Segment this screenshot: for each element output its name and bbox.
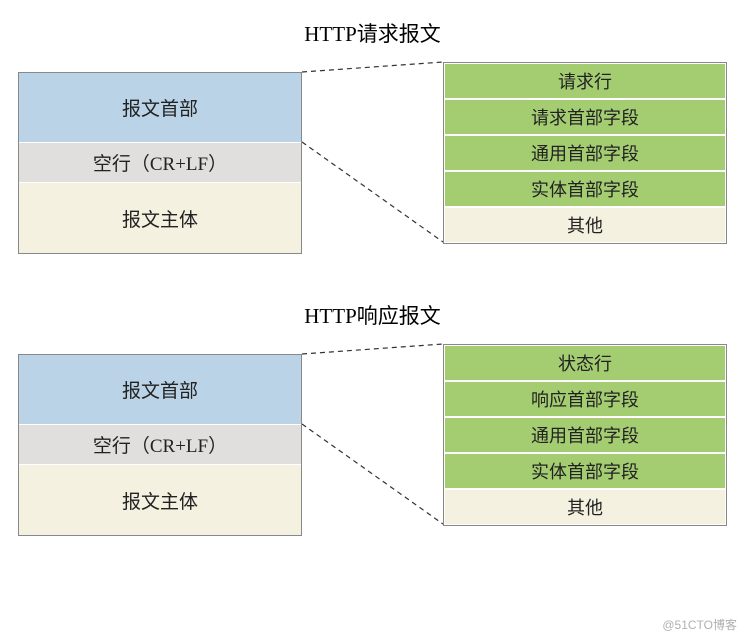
entity-header-fields-cell-2: 实体首部字段	[444, 453, 726, 489]
request-title: HTTP请求报文	[0, 18, 745, 48]
request-section: HTTP请求报文 报文首部 空行（CR+LF） 报文主体 请求行 请求首部字段 …	[0, 0, 745, 270]
response-title: HTTP响应报文	[0, 300, 745, 330]
response-message-header: 报文首部	[19, 355, 301, 425]
request-header-fields-cell: 请求首部字段	[444, 99, 726, 135]
request-message-body: 报文主体	[19, 183, 301, 253]
general-header-fields-cell: 通用首部字段	[444, 135, 726, 171]
request-message-header: 报文首部	[19, 73, 301, 143]
general-header-fields-cell-2: 通用首部字段	[444, 417, 726, 453]
request-blank-line: 空行（CR+LF）	[19, 143, 301, 183]
response-other-cell: 其他	[444, 489, 726, 525]
response-section: HTTP响应报文 报文首部 空行（CR+LF） 报文主体 状态行 响应首部字段 …	[0, 270, 745, 552]
watermark-text: @51CTO博客	[662, 616, 737, 633]
request-other-cell: 其他	[444, 207, 726, 243]
response-right-column: 状态行 响应首部字段 通用首部字段 实体首部字段 其他	[443, 344, 727, 526]
response-message-body: 报文主体	[19, 465, 301, 535]
response-blank-line: 空行（CR+LF）	[19, 425, 301, 465]
request-line-cell: 请求行	[444, 63, 726, 99]
request-diagram: 报文首部 空行（CR+LF） 报文主体 请求行 请求首部字段 通用首部字段 实体…	[0, 60, 745, 270]
request-right-column: 请求行 请求首部字段 通用首部字段 实体首部字段 其他	[443, 62, 727, 244]
status-line-cell: 状态行	[444, 345, 726, 381]
response-left-column: 报文首部 空行（CR+LF） 报文主体	[18, 354, 302, 536]
entity-header-fields-cell: 实体首部字段	[444, 171, 726, 207]
request-left-column: 报文首部 空行（CR+LF） 报文主体	[18, 72, 302, 254]
response-header-fields-cell: 响应首部字段	[444, 381, 726, 417]
response-diagram: 报文首部 空行（CR+LF） 报文主体 状态行 响应首部字段 通用首部字段 实体…	[0, 342, 745, 552]
